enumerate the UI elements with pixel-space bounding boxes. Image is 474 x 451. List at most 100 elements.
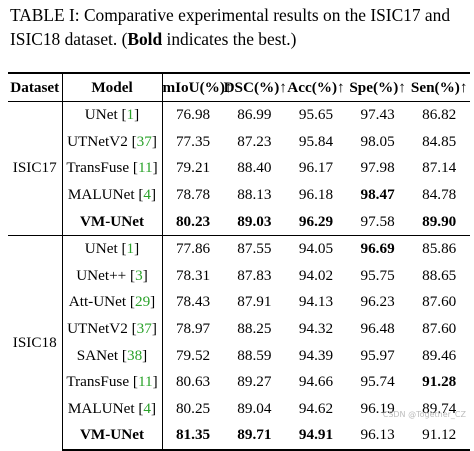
citation-ref: 3 <box>135 266 143 284</box>
model-cell: MALUNet [4] <box>62 395 163 423</box>
metric-value: 88.59 <box>237 346 272 364</box>
table-row: UNet++ [3] 78.31 87.83 94.02 95.75 88.65 <box>8 262 470 290</box>
header-dsc: DSC(%)↑ <box>223 72 287 102</box>
table-row: TransFuse [11] 80.63 89.27 94.66 95.74 91.28 <box>8 368 470 396</box>
metric-value: 87.91 <box>237 293 272 311</box>
metric-value: 94.62 <box>298 399 334 417</box>
metric-value: 89.03 <box>237 212 272 230</box>
table-row: MALUNet [4] 78.78 88.13 96.18 98.47 84.78 <box>8 181 470 209</box>
metric-value: 94.91 <box>285 422 347 451</box>
metric-value: 97.58 <box>360 212 395 230</box>
metric-value: 87.83 <box>237 266 272 284</box>
model-name: MALUNet <box>67 186 135 204</box>
metric-value: 80.25 <box>175 399 211 417</box>
metric-value: 81.35 <box>162 422 224 451</box>
metric-value: 96.13 <box>346 422 409 451</box>
metric-value: 79.21 <box>175 159 211 177</box>
table-caption: TABLE I: Comparative experimental result… <box>10 3 470 51</box>
dataset-cell: ISIC17 <box>8 101 63 236</box>
model-cell: UTNetV2 [37] <box>62 128 163 156</box>
metric-value: 94.02 <box>298 266 334 284</box>
metric-value: 78.31 <box>175 266 211 284</box>
metric-value: 86.82 <box>408 100 470 129</box>
model-name: MALUNet <box>67 399 135 417</box>
model-name: SANet <box>76 346 119 364</box>
metric-value: 94.66 <box>298 373 334 391</box>
model-name: Att-UNet <box>68 293 127 311</box>
metric-value: 98.05 <box>360 132 395 150</box>
metric-value: 96.17 <box>298 159 334 177</box>
metric-value: 88.13 <box>237 186 272 204</box>
metric-value: 96.69 <box>346 234 409 263</box>
table-row: VM-UNet 80.23 89.03 96.29 97.58 89.90 <box>8 208 470 236</box>
metric-value: 89.46 <box>422 346 457 364</box>
metric-value: 97.43 <box>346 100 409 129</box>
model-cell: UNet [1] <box>62 234 163 263</box>
citation-ref: 29 <box>134 293 151 311</box>
model-cell: Att-UNet [29] <box>62 289 163 316</box>
metric-value: 88.65 <box>422 266 457 284</box>
citation-ref: 4 <box>143 186 152 204</box>
metric-value: 84.85 <box>422 132 457 150</box>
metric-value: 87.60 <box>422 320 457 338</box>
metric-value: 80.23 <box>175 212 211 230</box>
metric-value: 85.86 <box>408 234 470 263</box>
watermark: CSDN @Together_CZ <box>382 410 466 419</box>
model-name: VM-UNet <box>79 212 145 230</box>
metric-value: 91.28 <box>422 373 457 391</box>
metric-value: 77.35 <box>175 132 211 150</box>
metric-value: 88.40 <box>237 159 272 177</box>
metric-value: 96.18 <box>298 186 334 204</box>
metric-value: 94.39 <box>298 346 334 364</box>
metric-value: 76.98 <box>162 100 224 129</box>
group-isic17: ISIC17 UNet [1] 76.98 86.99 95.65 97.43 86.82 U… <box>8 100 470 236</box>
caption-text-2: indicates the best.) <box>162 29 297 49</box>
model-name: UTNetV2 <box>67 320 128 338</box>
metric-value: 78.43 <box>175 293 211 311</box>
model-cell: UTNetV2 [37] <box>62 315 163 343</box>
table-row: SANet [38] 79.52 88.59 94.39 95.97 89.46 <box>8 342 470 369</box>
table-row: UTNetV2 [37] 77.35 87.23 95.84 98.05 84.85 <box>8 128 470 156</box>
metric-value: 86.99 <box>223 100 286 129</box>
header-row: Dataset Model mIoU(%)↑ DSC(%)↑ Acc(%)↑ S… <box>8 72 470 102</box>
header-sen: Sen(%)↑ <box>408 72 470 102</box>
metric-value: 94.32 <box>298 320 334 338</box>
caption-bold-word: Bold <box>127 29 163 49</box>
metric-value: 89.71 <box>223 422 286 451</box>
model-cell: SANet [38] <box>62 342 163 369</box>
model-cell: TransFuse [11] <box>62 155 163 182</box>
metric-value: 87.14 <box>422 159 457 177</box>
caption-text-1: TABLE I: Comparative experimental result… <box>10 5 451 49</box>
table-row: ISIC17 UNet [1] 76.98 86.99 95.65 97.43 86.82 <box>8 100 470 236</box>
model-name: TransFuse <box>66 373 130 391</box>
citation-ref: 11 <box>137 373 153 391</box>
model-name: UTNetV2 <box>67 132 128 150</box>
table-row: TransFuse [11] 79.21 88.40 96.17 97.98 87.14 <box>8 155 470 182</box>
citation-ref: 38 <box>126 346 143 364</box>
metric-value: 88.25 <box>237 320 272 338</box>
metric-value: 80.63 <box>175 373 211 391</box>
metric-value: 89.27 <box>237 373 272 391</box>
model-cell: UNet++ [3] <box>62 262 163 290</box>
metric-value: 95.75 <box>360 266 395 284</box>
citation-ref: 37 <box>136 132 152 150</box>
metric-value: 79.52 <box>175 346 211 364</box>
metric-value: 95.74 <box>360 373 395 391</box>
model-cell: VM-UNet <box>62 208 163 236</box>
model-cell: UNet [1] <box>62 100 163 129</box>
model-name: UNet <box>84 106 118 124</box>
model-cell: MALUNet [4] <box>62 181 163 209</box>
metric-value: 94.13 <box>298 293 334 311</box>
citation-ref: 1 <box>126 106 135 124</box>
model-name: UNet++ <box>76 266 127 284</box>
metric-value: 87.23 <box>237 132 272 150</box>
model-cell: VM-UNet <box>62 422 163 451</box>
metric-value: 95.84 <box>298 132 334 150</box>
model-name: VM-UNet <box>79 426 145 444</box>
metric-value: 87.60 <box>422 293 457 311</box>
metric-value: 98.47 <box>360 186 395 204</box>
metric-value: 89.74 <box>422 399 457 417</box>
metric-value: 78.97 <box>175 320 211 338</box>
table-row: UTNetV2 [37] 78.97 88.25 94.32 96.48 87.60 <box>8 315 470 343</box>
header-miou: mIoU(%)↑ <box>162 72 233 102</box>
